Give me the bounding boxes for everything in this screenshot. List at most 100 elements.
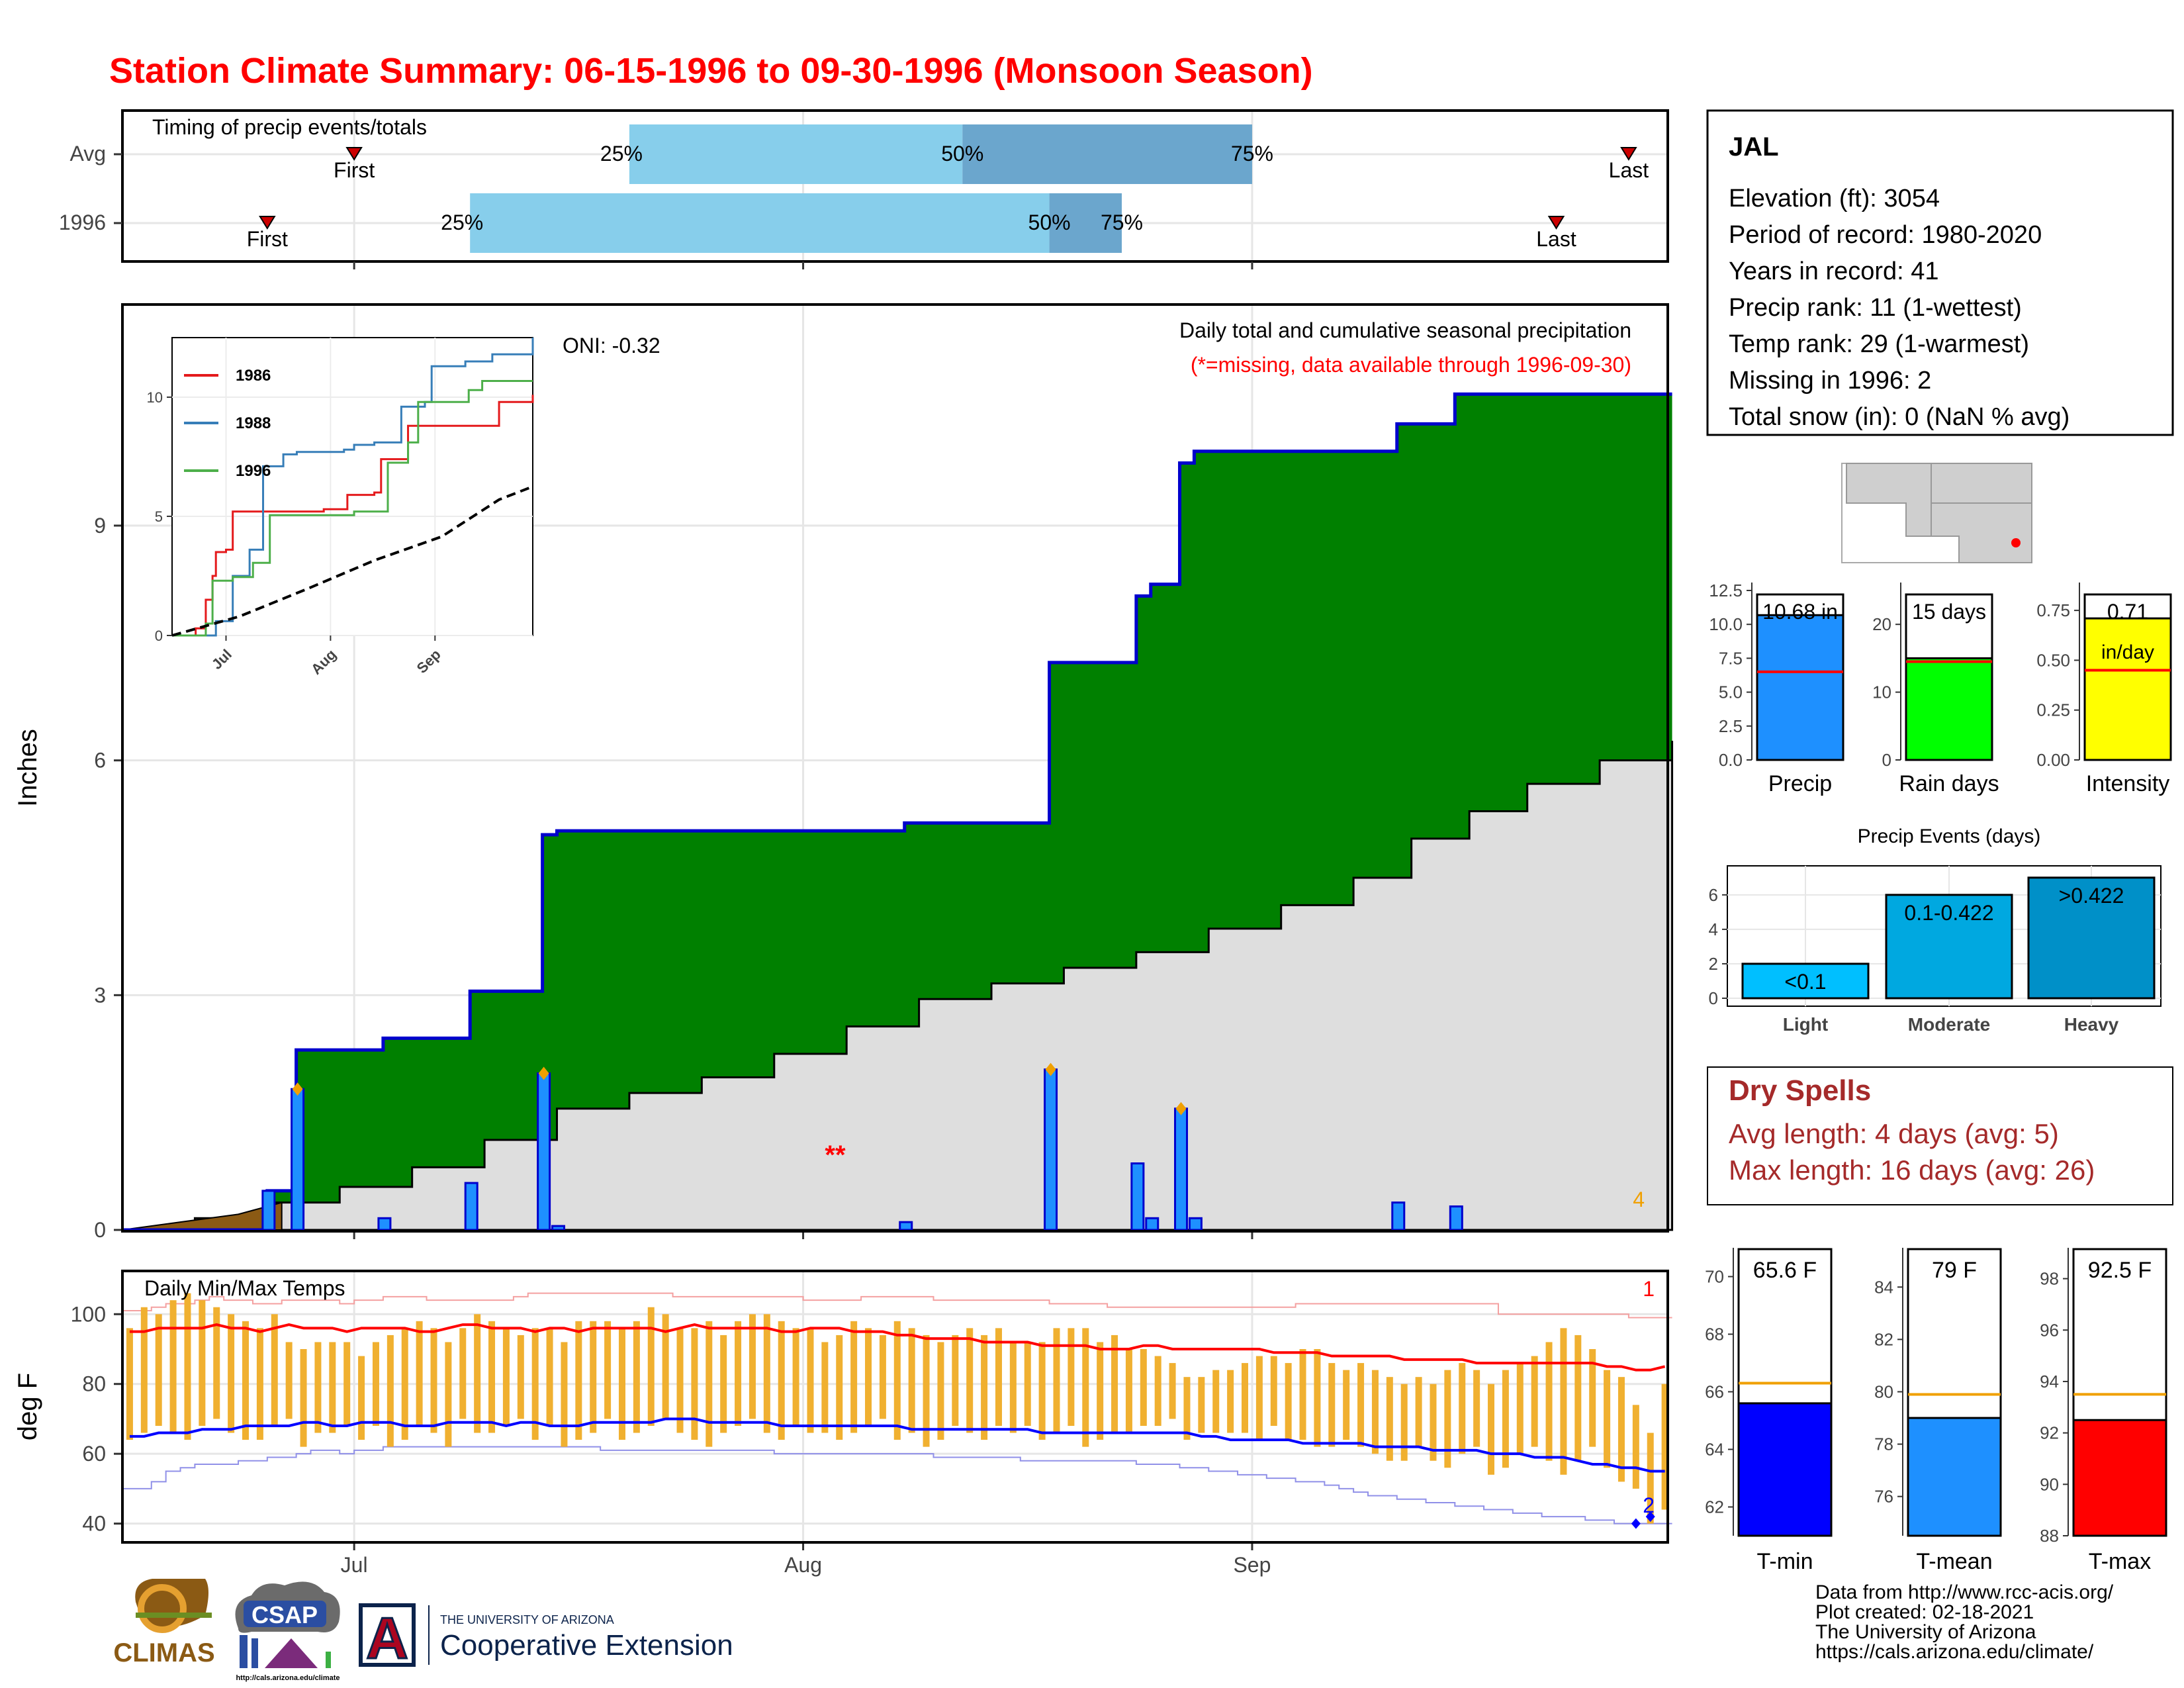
daily-temp-range-bar-105 [1647,1432,1654,1524]
record-day-marker-0 [292,1082,303,1096]
daily-temp-range-bar-5 [199,1300,206,1426]
daily-temp-range-bar-45 [778,1321,785,1440]
summary-ytick-label-0-5: 12.5 [1709,581,1743,600]
daily-temp-range-bar-73 [1183,1377,1191,1440]
daily-temp-range-bar-92 [1459,1363,1466,1454]
timing-q50-q75-bar-0 [962,124,1252,184]
temps-corner-top: 1 [1643,1277,1655,1301]
university-of-arizona-logo: A THE UNIVERSITY OF ARIZONA Cooperative … [359,1603,733,1672]
events-chart-title: Precip Events (days) [1858,825,2041,847]
daily-precip-bar-11 [1188,1217,1203,1231]
climas-logo-text: CLIMAS [113,1638,214,1667]
dry-spells-frame [1707,1066,2173,1205]
events-bar-label-2: >0.422 [2059,884,2124,908]
summary-ytick-label-1-1: 10 [1872,682,1891,702]
station-info-frame [1706,109,2174,436]
precip-corner-count: 4 [1633,1188,1645,1211]
temp-summary-ytick-label-1-1: 78 [1874,1434,1893,1454]
daily-temp-range-bar-51 [865,1328,872,1426]
precip-ytick-label-0: 0 [94,1218,106,1242]
record-max-line [122,1292,1672,1319]
daily-temp-range-bar-85 [1357,1363,1365,1447]
daily-temp-range-bar-62 [1024,1342,1031,1426]
daily-temp-range-bar-63 [1038,1342,1046,1440]
daily-precip-bar-10 [1174,1107,1189,1231]
temps-xtick-label-2: Sep [1233,1553,1271,1577]
daily-temp-range-bar-100 [1574,1335,1582,1461]
daily-temp-range-bar-42 [735,1321,742,1426]
precip-chart-title: Daily total and cumulative seasonal prec… [1179,318,1631,342]
daily-precip-bar-1 [291,1088,305,1231]
daily-temp-range-bar-48 [821,1342,829,1433]
daily-temp-range-bar-6 [213,1307,220,1419]
summary-ytick-label-0-4: 10.0 [1709,614,1743,634]
inset-series-line-3 [171,485,533,637]
location-map [1841,463,2032,563]
temps-corner-bottom: 2 [1643,1493,1655,1517]
temp-summary-category-label-0: T-min [1757,1549,1813,1574]
daily-temp-range-bar-41 [720,1335,727,1433]
daily-temp-range-bar-61 [1009,1342,1017,1433]
precip-chart-subtitle: (*=missing, data available through 1996-… [1191,353,1631,377]
timing-first-marker-1 [259,216,276,230]
temp-summary-ytick-label-0-0: 62 [1705,1497,1724,1517]
summary-value-bar-2 [2083,617,2172,761]
daily-temp-range-bar-25 [488,1321,496,1433]
temps-lines [122,1292,1672,1529]
daily-temp-range-bar-14 [329,1342,336,1433]
daily-temp-range-bar-55 [923,1335,930,1447]
daily-temp-range-bar-98 [1545,1342,1553,1461]
csap-logo-url: http://cals.arizona.edu/climate [236,1674,340,1682]
events-ytick-label-1: 2 [1709,954,1718,974]
daily-temp-range-bar-103 [1617,1377,1625,1482]
daily-temp-range-bar-35 [633,1321,640,1433]
daily-temp-range-bar-74 [1198,1377,1205,1433]
daily-temp-range-bar-84 [1343,1370,1350,1440]
record-day-marker-1 [538,1066,549,1080]
events-ytick-label-3: 6 [1709,885,1718,905]
cumulative-1996-line [122,392,1672,1232]
temps-panel: 40 60 80 100 Jul Aug Sep Daily Min/Max Temps d… [13,1270,1672,1577]
daily-temp-range-bar-21 [430,1328,437,1433]
summary-ytick-label-1-2: 20 [1872,614,1891,634]
station-info-line-5: Missing in 1996: 2 [1729,367,1931,395]
daily-temp-range-bar-32 [590,1321,597,1433]
daily-temp-range-bar-44 [763,1314,770,1433]
inset-ytick-label-2: 10 [147,389,163,406]
daily-temp-range-bar-29 [546,1328,553,1426]
dry-spells-title: Dry Spells [1729,1074,1871,1107]
footer-line-univ: The University of Arizona [1815,1621,2036,1643]
daily-precip-bar-12 [1391,1201,1406,1231]
daily-temp-range-bar-40 [705,1321,713,1447]
summary-ytick-label-0-2: 5.0 [1719,682,1743,702]
avg-min-temp-line [129,1417,1665,1473]
daily-temp-range-bar-18 [387,1335,394,1447]
timing-first-marker-0 [345,147,363,161]
temp-summary-value-label-2: 92.5 F [2088,1258,2152,1283]
record-day-marker-3 [1175,1102,1187,1115]
footer-line-data: Data from http://www.rcc-acis.org/ [1815,1581,2114,1603]
daily-temp-range-bar-87 [1386,1377,1393,1461]
summary-ytick-label-2-3: 0.75 [2036,600,2070,620]
timing-panel-title: Timing of precip events/totals [152,115,427,139]
daily-temp-range-bar-28 [531,1328,539,1440]
missing-marker: ** [825,1141,846,1170]
daily-temp-range-bar-99 [1560,1328,1567,1475]
summary-ytick-label-0-3: 7.5 [1719,648,1743,668]
dry-spells-avg: Avg length: 4 days (avg: 5) [1729,1118,2059,1149]
intensity-unit-label: in/day [2101,641,2154,663]
temp-summary-value-bar-0 [1737,1402,1833,1537]
daily-temp-range-bar-39 [691,1328,698,1440]
temps-ytick-label-2: 80 [82,1372,106,1396]
temp-summary-category-label-1: T-mean [1916,1549,1992,1574]
dry-spells-box: Dry Spells Avg length: 4 days (avg: 5) M… [1707,1066,2173,1205]
daily-temp-range-bar-17 [372,1342,379,1426]
daily-temp-range-bar-94 [1488,1383,1495,1475]
events-category-label-0: Light [1783,1014,1828,1035]
oni-annotation: ONI: -0.32 [563,334,660,357]
summary-category-label-2: Intensity [2086,771,2170,796]
timing-panel: Timing of precip events/totals Avg 25% 50%… [59,109,1669,269]
summary-ytick-label-0-0: 0.0 [1719,750,1743,770]
daily-temp-range-bar-19 [401,1328,408,1440]
